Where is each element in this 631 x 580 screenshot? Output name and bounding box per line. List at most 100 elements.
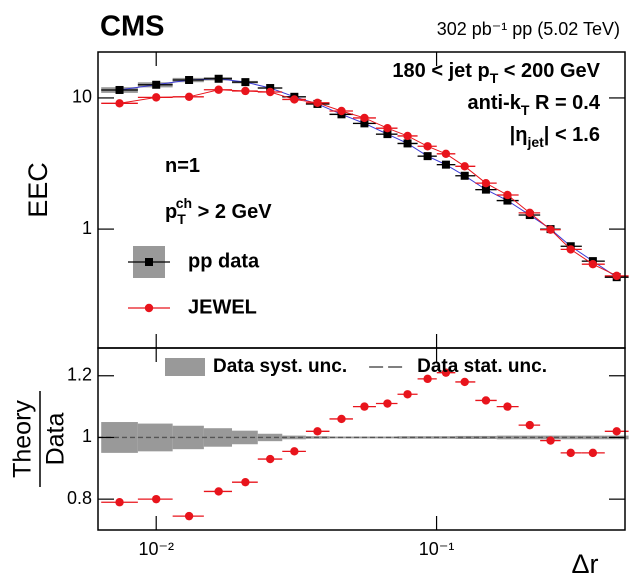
syst-band: [518, 435, 541, 440]
legend-label: Data stat. unc.: [417, 356, 547, 377]
data-point: [241, 477, 250, 487]
legend-label: JEWEL: [188, 296, 257, 318]
data-point: [383, 399, 392, 408]
data-point: [265, 454, 275, 464]
data-point: [360, 402, 369, 411]
y-tick-label: 1: [82, 426, 92, 446]
data-point: [481, 178, 491, 188]
syst-band: [455, 435, 476, 439]
legend-marker: [145, 258, 153, 266]
data-point: [115, 85, 124, 94]
panel: [98, 368, 629, 521]
y-axis-label: EEC: [23, 162, 53, 218]
data-point: [115, 99, 124, 108]
annotation-part: | < 1.6: [544, 124, 600, 146]
data-point: [460, 162, 469, 171]
annotation: n=1: [165, 155, 200, 177]
data-point: [566, 245, 575, 254]
y-tick-label: 10: [72, 87, 92, 107]
y-axis-label: Data: [42, 413, 70, 466]
data-point: [290, 95, 299, 104]
data-point: [481, 396, 491, 405]
syst-band: [397, 436, 418, 439]
data-point: [403, 390, 412, 399]
panel: [101, 74, 629, 282]
data-point: [383, 123, 392, 133]
legend-band: [165, 358, 205, 376]
data-point: [503, 402, 512, 411]
data-point: [403, 131, 412, 141]
legend-label: pp data: [188, 250, 260, 272]
data-point: [214, 74, 223, 83]
syst-band: [203, 428, 233, 447]
data-point: [152, 80, 161, 89]
syst-band: [581, 435, 605, 440]
data-point: [337, 414, 346, 424]
annotation-part: T: [521, 102, 530, 118]
data-point: [313, 427, 322, 436]
data-point: [184, 511, 194, 521]
annotation: anti-kT R = 0.4: [467, 92, 600, 117]
annotation-part: |η: [510, 124, 528, 146]
data-point: [214, 487, 223, 496]
data-point: [423, 142, 432, 151]
data-point: [503, 196, 512, 205]
data-point: [546, 436, 555, 445]
annotation-part: > 2 GeV: [192, 201, 272, 223]
data-point: [612, 427, 621, 436]
annotation-part: p: [165, 201, 177, 223]
chart-title: CMS: [100, 11, 164, 43]
annotation-part: R = 0.4: [529, 92, 600, 114]
data-point: [525, 420, 534, 430]
data-point: [460, 377, 469, 387]
data-point: [588, 448, 598, 458]
data-point: [423, 152, 432, 161]
data-point: [481, 185, 490, 194]
data-point: [360, 113, 369, 123]
data-point: [360, 119, 369, 128]
data-point: [588, 259, 598, 269]
data-point: [546, 225, 555, 234]
annotation: 180 < jet pT < 200 GeV: [392, 60, 600, 85]
y-tick-label: 1: [82, 218, 92, 238]
data-point: [525, 208, 534, 218]
annotation: pTch > 2 GeV: [165, 195, 272, 227]
data-point: [214, 85, 223, 94]
data-point: [241, 86, 250, 96]
y-tick-label: 1.2: [67, 365, 92, 385]
data-point: [441, 149, 451, 159]
plot-frame: [97, 347, 626, 531]
data-point: [423, 374, 432, 384]
y-axis-label: Theory: [9, 400, 37, 478]
legend-marker: [144, 303, 154, 313]
annotation-part: jet: [526, 134, 544, 150]
annotation-part: ch: [176, 195, 192, 211]
data-point: [441, 368, 451, 377]
data-point: [566, 448, 575, 458]
data-point: [441, 160, 450, 169]
x-axis-label: Δr: [571, 549, 598, 579]
annotation-part: n=1: [165, 155, 200, 177]
annotation-part: 180 < jet p: [392, 60, 489, 82]
annotation-part: T: [490, 70, 499, 86]
data-point: [152, 93, 161, 102]
data-point: [612, 271, 621, 281]
data-point: [460, 171, 469, 180]
chart-subtitle: 302 pb⁻¹ pp (5.02 TeV): [437, 19, 620, 39]
data-point: [185, 76, 194, 85]
annotation-part: T: [177, 211, 186, 227]
y-tick-label: 0.8: [67, 488, 92, 508]
data-point: [241, 78, 250, 87]
data-point: [290, 447, 299, 456]
annotation-part: < 200 GeV: [498, 60, 600, 82]
data-point: [184, 92, 194, 102]
data-point: [265, 87, 275, 97]
data-point: [337, 106, 346, 116]
data-point: [152, 494, 161, 504]
data-point: [313, 98, 322, 108]
series-line: [119, 78, 617, 278]
x-tick-label: 10⁻¹: [419, 539, 455, 559]
x-tick-label: 10⁻²: [138, 539, 174, 559]
legend-label: Data syst. unc.: [213, 356, 347, 377]
